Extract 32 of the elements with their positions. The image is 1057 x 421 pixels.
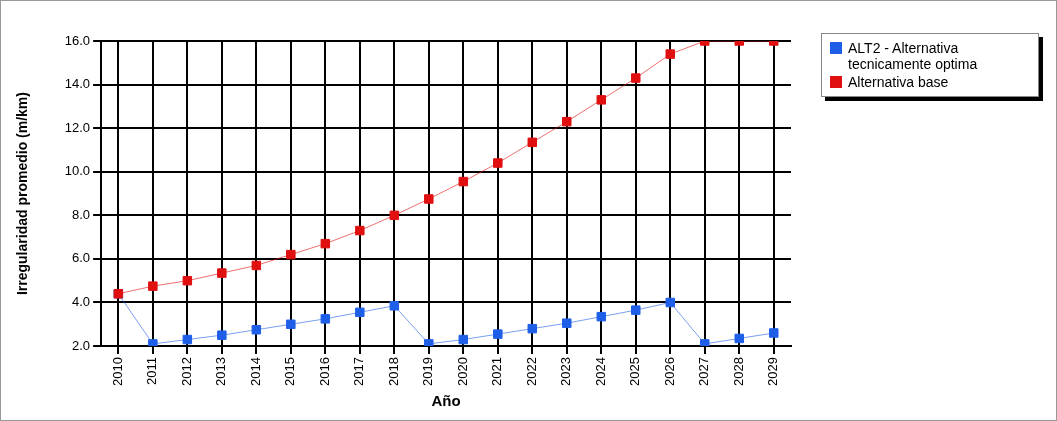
x-tick-label: 2017 (351, 357, 367, 386)
x-tick-label: 2029 (765, 357, 781, 386)
x-tick-label: 2012 (178, 357, 194, 386)
x-tick-label: 2013 (213, 357, 229, 386)
x-tick-label: 2028 (730, 357, 746, 386)
legend-label: ALT2 - Alternativa tecnicamente optima (848, 40, 979, 72)
x-tick-label: 2019 (420, 357, 436, 386)
x-tick-label: 2025 (627, 357, 643, 386)
x-tick-label: 2026 (661, 357, 677, 386)
x-tick-label: 2014 (247, 357, 263, 386)
x-tick-label: 2020 (454, 357, 470, 386)
y-tick-label: 8.0 (72, 206, 91, 222)
y-tick-label: 16.0 (64, 32, 91, 48)
y-tick-label: 2.0 (72, 337, 91, 353)
x-tick-label: 2024 (592, 357, 608, 386)
y-tick-label: 14.0 (64, 76, 91, 92)
y-tick-label: 6.0 (72, 250, 91, 266)
x-tick-label: 2023 (558, 357, 574, 386)
x-tick-label: 2015 (282, 357, 298, 386)
x-tick-label: 2021 (489, 357, 505, 386)
x-tick-label: 2018 (385, 357, 401, 386)
x-axis-title: Año (431, 392, 461, 410)
y-axis-title: Irregularidad promedio (m/km) (14, 92, 31, 296)
x-tick-label: 2022 (523, 357, 539, 386)
legend-label: Alternativa base (848, 74, 949, 90)
x-tick-label: 2016 (316, 357, 332, 386)
y-tick-label: 4.0 (72, 294, 91, 310)
x-tick-label: 2010 (109, 357, 125, 386)
y-tick-label: 12.0 (64, 119, 91, 135)
y-tick-label: 10.0 (64, 163, 91, 179)
x-tick-label: 2027 (696, 357, 712, 386)
x-tick-label: 2011 (144, 357, 160, 386)
